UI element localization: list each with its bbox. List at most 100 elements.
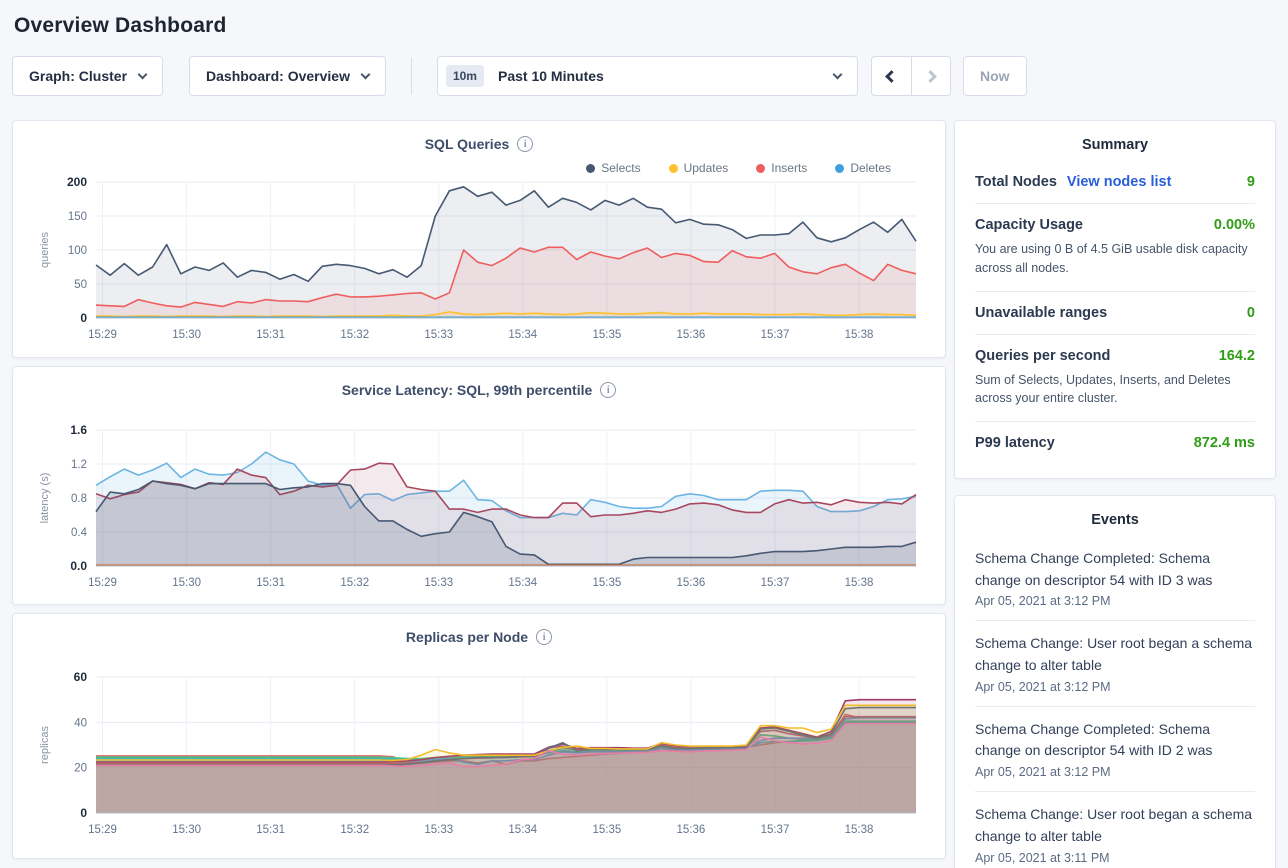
info-icon[interactable] <box>600 382 617 398</box>
event-timestamp: Apr 05, 2021 at 3:11 PM <box>975 850 1110 865</box>
legend-label: Deletes <box>850 161 891 175</box>
sql-queries-chart[interactable]: 15:29 15:30 15:31 15:32 15:33 15:34 15:35 15:36… <box>32 176 926 344</box>
legend-label: Updates <box>683 161 729 175</box>
svg-text:0.0: 0.0 <box>70 559 87 573</box>
p99-latency-value: 872.4 ms <box>1193 435 1255 451</box>
svg-text:0.8: 0.8 <box>71 493 87 505</box>
svg-text:0: 0 <box>80 806 87 820</box>
controls-divider <box>410 58 412 94</box>
svg-text:15:34: 15:34 <box>508 329 537 341</box>
dashboard-label: Dashboard: Overview <box>206 68 350 84</box>
summary-row-unavailable: Unavailable ranges 0 <box>975 292 1255 335</box>
chevron-down-icon <box>832 69 843 79</box>
event-text: Schema Change: User root began a schema … <box>975 806 1253 844</box>
svg-text:15:35: 15:35 <box>592 824 621 836</box>
replicas-per-node-panel: Replicas per Node 15:2915:3015:3115:3215… <box>12 613 946 859</box>
svg-text:15:30: 15:30 <box>172 824 201 836</box>
legend-item: Selects <box>586 160 641 176</box>
chevron-down-icon <box>137 69 148 79</box>
event-item: Schema Change: User root began a schema … <box>975 792 1255 868</box>
svg-text:15:36: 15:36 <box>677 577 706 589</box>
svg-text:15:31: 15:31 <box>256 577 285 589</box>
chevron-left-icon <box>885 69 898 83</box>
summary-row-total-nodes: Total Nodes View nodes list 9 <box>975 161 1255 204</box>
service-latency-panel: Service Latency: SQL, 99th percentile 15… <box>12 366 946 605</box>
svg-text:15:30: 15:30 <box>172 329 201 341</box>
svg-text:60: 60 <box>74 671 88 684</box>
legend-label: Selects <box>601 161 641 175</box>
svg-text:100: 100 <box>68 245 87 257</box>
info-icon[interactable] <box>517 136 534 152</box>
svg-text:15:29: 15:29 <box>88 577 117 589</box>
time-window-badge: 10m <box>445 65 484 87</box>
unavailable-ranges-label: Unavailable ranges <box>975 304 1108 321</box>
view-nodes-list-link[interactable]: View nodes list <box>1066 174 1172 190</box>
charts-column: SQL Queries Selects Updates Inserts Deletes… <box>12 120 946 867</box>
sidebar: Summary Total Nodes View nodes list 9 Ca… <box>954 120 1276 868</box>
replicas-chart[interactable]: 15:29 15:30 15:31 15:32 15:33 15:34 15:35 15:36… <box>32 671 926 839</box>
svg-text:15:34: 15:34 <box>508 577 537 589</box>
graph-scope-dropdown[interactable]: Graph: Cluster <box>12 56 164 96</box>
service-latency-chart[interactable]: 15:29 15:30 15:31 15:32 15:33 15:34 15:35 15:36… <box>32 424 926 592</box>
replicas-title: Replicas per Node <box>405 629 529 645</box>
svg-text:replicas: replicas <box>39 726 51 764</box>
dashboard-controls: Graph: Cluster Dashboard: Overview 10m P… <box>12 56 1276 96</box>
sql-queries-title: SQL Queries <box>424 136 510 152</box>
legend-dot <box>668 163 678 173</box>
chevron-right-icon <box>924 69 938 83</box>
legend-item: Updates <box>668 160 729 176</box>
svg-text:15:36: 15:36 <box>677 824 706 836</box>
svg-text:15:38: 15:38 <box>845 329 874 341</box>
svg-text:15:37: 15:37 <box>761 577 790 589</box>
svg-text:15:31: 15:31 <box>256 824 285 836</box>
qps-value: 164.2 <box>1218 347 1255 364</box>
summary-row-p99: P99 latency 872.4 ms <box>975 422 1255 464</box>
unavailable-ranges-value: 0 <box>1246 304 1255 321</box>
event-timestamp: Apr 05, 2021 at 3:12 PM <box>975 765 1111 780</box>
time-forward-button[interactable] <box>910 56 951 96</box>
chevron-down-icon <box>360 69 371 79</box>
page-title: Overview Dashboard <box>14 14 227 37</box>
event-timestamp: Apr 05, 2021 at 3:12 PM <box>975 594 1111 609</box>
now-button[interactable]: Now <box>962 56 1027 96</box>
event-text: Schema Change: User root began a schema … <box>975 635 1253 674</box>
svg-text:15:37: 15:37 <box>761 824 790 836</box>
svg-text:15:30: 15:30 <box>172 577 201 589</box>
sql-queries-panel: SQL Queries Selects Updates Inserts Deletes… <box>12 120 946 358</box>
summary-row-qps: Queries per second 164.2 Sum of Selects,… <box>975 335 1255 422</box>
svg-text:40: 40 <box>74 717 87 729</box>
event-text: Schema Change Completed: Schema change o… <box>975 550 1213 588</box>
svg-text:15:37: 15:37 <box>761 329 790 341</box>
svg-text:15:33: 15:33 <box>424 577 453 589</box>
legend-label: Inserts <box>771 161 808 175</box>
svg-text:15:32: 15:32 <box>340 329 369 341</box>
graph-scope-label: Graph: Cluster <box>29 68 128 84</box>
event-item: Schema Change: User root began a schema … <box>975 621 1255 707</box>
svg-text:1.6: 1.6 <box>70 424 87 437</box>
svg-text:15:31: 15:31 <box>256 329 285 341</box>
events-title: Events <box>1091 512 1139 528</box>
summary-title: Summary <box>1081 137 1149 153</box>
event-text: Schema Change Completed: Schema change o… <box>975 720 1213 759</box>
svg-text:200: 200 <box>67 176 87 189</box>
svg-text:15:34: 15:34 <box>508 824 537 836</box>
svg-text:15:38: 15:38 <box>845 824 874 836</box>
dashboard-dropdown[interactable]: Dashboard: Overview <box>189 56 386 96</box>
time-range-picker[interactable]: 10m Past 10 Minutes <box>436 56 858 96</box>
svg-text:15:35: 15:35 <box>592 577 621 589</box>
time-back-button[interactable] <box>870 56 911 96</box>
capacity-usage-description: You are using 0 B of 4.5 GiB usable disk… <box>975 242 1248 275</box>
svg-text:15:38: 15:38 <box>845 577 874 589</box>
info-icon[interactable] <box>536 629 553 645</box>
svg-text:15:32: 15:32 <box>340 577 369 589</box>
capacity-usage-value: 0.00% <box>1213 217 1255 233</box>
total-nodes-label: Total Nodes <box>975 174 1057 190</box>
svg-text:1.2: 1.2 <box>71 459 87 471</box>
qps-label: Queries per second <box>975 347 1111 364</box>
sql-queries-legend: Selects Updates Inserts Deletes <box>13 152 945 176</box>
legend-item: Inserts <box>756 160 807 176</box>
events-panel: Events Schema Change Completed: Schema c… <box>954 495 1276 868</box>
svg-text:0: 0 <box>80 311 87 325</box>
svg-text:20: 20 <box>74 763 87 775</box>
svg-text:150: 150 <box>68 211 87 223</box>
